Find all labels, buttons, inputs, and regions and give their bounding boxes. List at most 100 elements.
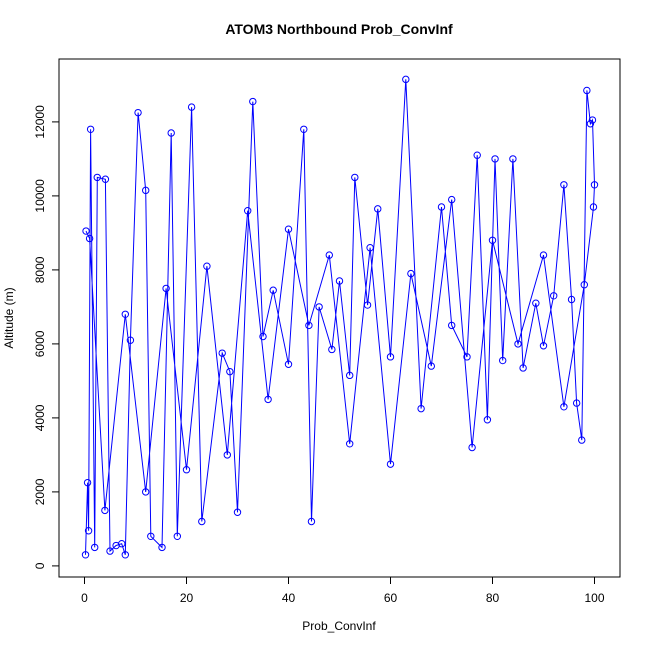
data-point [580,281,588,289]
x-axis-label: Prob_ConvInf [302,619,376,633]
data-point [346,440,354,448]
data-point [468,443,476,452]
y-tick-label: 8000 [33,256,47,283]
data-point [244,207,252,215]
data-point [346,371,354,380]
x-tick-label: 60 [384,591,398,605]
data-point [578,436,586,444]
data-point [223,451,232,459]
data-point [93,173,101,182]
data-point [84,527,93,535]
x-axis: 0 20 40 60 80 100 [81,576,605,605]
data-point [427,362,435,370]
data-point [147,532,155,540]
data-point [315,303,323,311]
y-axis-label: Altitude (m) [2,287,16,348]
data-point [259,332,267,341]
x-tick-label: 40 [282,591,296,605]
data-point [550,292,558,300]
data-point [82,227,90,235]
series-line [85,79,596,555]
data-point [305,321,313,330]
y-axis: 0 2000 4000 6000 8000 10000 12000 [33,105,59,569]
data-point [284,225,293,233]
data-point [91,543,99,552]
data-point [363,301,372,309]
data-point [499,356,507,365]
data-point [142,488,150,496]
plot-frame [58,58,621,578]
data-point [226,367,234,376]
data-point [106,547,114,555]
data-point [539,342,548,350]
data-point [249,97,257,106]
data-point [407,269,415,278]
y-tick-label: 4000 [33,404,47,431]
data-point [118,540,126,548]
x-tick-label: 0 [81,591,88,605]
data-point [402,75,410,84]
data-point [335,277,344,285]
data-point [162,284,170,293]
x-tick-label: 80 [486,591,500,605]
data-point [560,403,568,411]
data-point [386,460,395,468]
data-point [567,295,576,304]
x-tick-label: 20 [180,591,194,605]
data-point [233,508,242,516]
data-point [366,244,374,252]
y-tick-label: 0 [33,562,47,569]
data-point [264,395,272,404]
data-point [173,532,182,540]
data-point [488,236,497,245]
data-point [121,310,130,318]
data-point [284,360,293,368]
data-point [589,203,598,211]
data-point [134,108,142,117]
data-point [83,478,92,487]
data-point [417,404,425,413]
data-point [514,340,522,348]
y-tick-label: 2000 [33,478,47,505]
chart-title: ATOM3 Northbound Prob_ConvInf [225,21,453,37]
data-point [588,116,597,124]
data-point [483,416,492,424]
data-point [126,336,135,344]
data-point [583,86,591,95]
data-point [572,399,581,407]
data-point [158,543,166,552]
data-point [386,353,395,361]
data-point [509,155,517,163]
y-tick-label: 12000 [33,105,47,139]
data-point [187,103,196,111]
data-point [86,125,95,134]
data-point [491,155,499,163]
data-point [532,299,540,307]
data-point [307,517,316,526]
data-point [351,173,359,182]
data-point [300,125,308,134]
data-point [539,251,548,259]
data-point [121,551,130,559]
data-point [590,181,599,189]
x-tick-label: 100 [584,591,604,605]
data-point [142,186,150,195]
data-point [167,129,175,137]
data-point [269,286,277,294]
data-point [374,205,382,213]
data-point [203,262,211,270]
data-point [448,321,456,330]
data-point [586,120,595,128]
y-tick-label: 6000 [33,330,47,357]
data-point [218,349,226,357]
data-point [198,517,206,526]
series-layer [81,75,599,559]
data-point [519,364,527,372]
data-point [85,234,94,243]
y-tick-label: 10000 [33,179,47,213]
data-point [448,195,456,204]
data-point [473,151,481,159]
data-point [182,466,191,474]
data-point [328,345,336,354]
